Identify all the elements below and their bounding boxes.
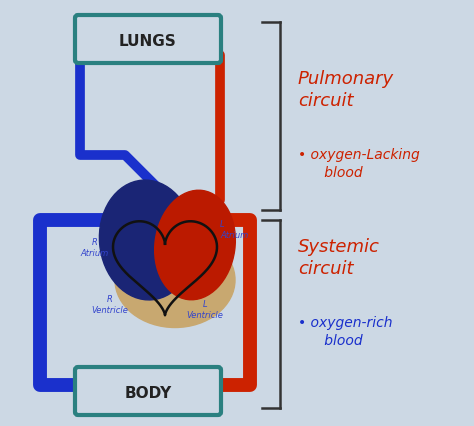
Text: R
Atrium: R Atrium xyxy=(81,238,109,258)
Text: LUNGS: LUNGS xyxy=(119,35,177,49)
FancyBboxPatch shape xyxy=(75,15,221,63)
Ellipse shape xyxy=(100,180,195,300)
FancyBboxPatch shape xyxy=(75,367,221,415)
Text: Systemic
circuit: Systemic circuit xyxy=(298,238,380,278)
Text: Pulmonary
circuit: Pulmonary circuit xyxy=(298,70,394,110)
Text: • oxygen-Lacking
      blood: • oxygen-Lacking blood xyxy=(298,148,420,180)
Text: BODY: BODY xyxy=(124,386,172,400)
Ellipse shape xyxy=(155,190,236,300)
Text: R
Ventricle: R Ventricle xyxy=(91,295,128,315)
Text: L
Atrium: L Atrium xyxy=(220,220,248,240)
Text: L
Ventricle: L Ventricle xyxy=(187,300,223,320)
Ellipse shape xyxy=(115,233,235,328)
Text: • oxygen-rich
      blood: • oxygen-rich blood xyxy=(298,316,392,348)
